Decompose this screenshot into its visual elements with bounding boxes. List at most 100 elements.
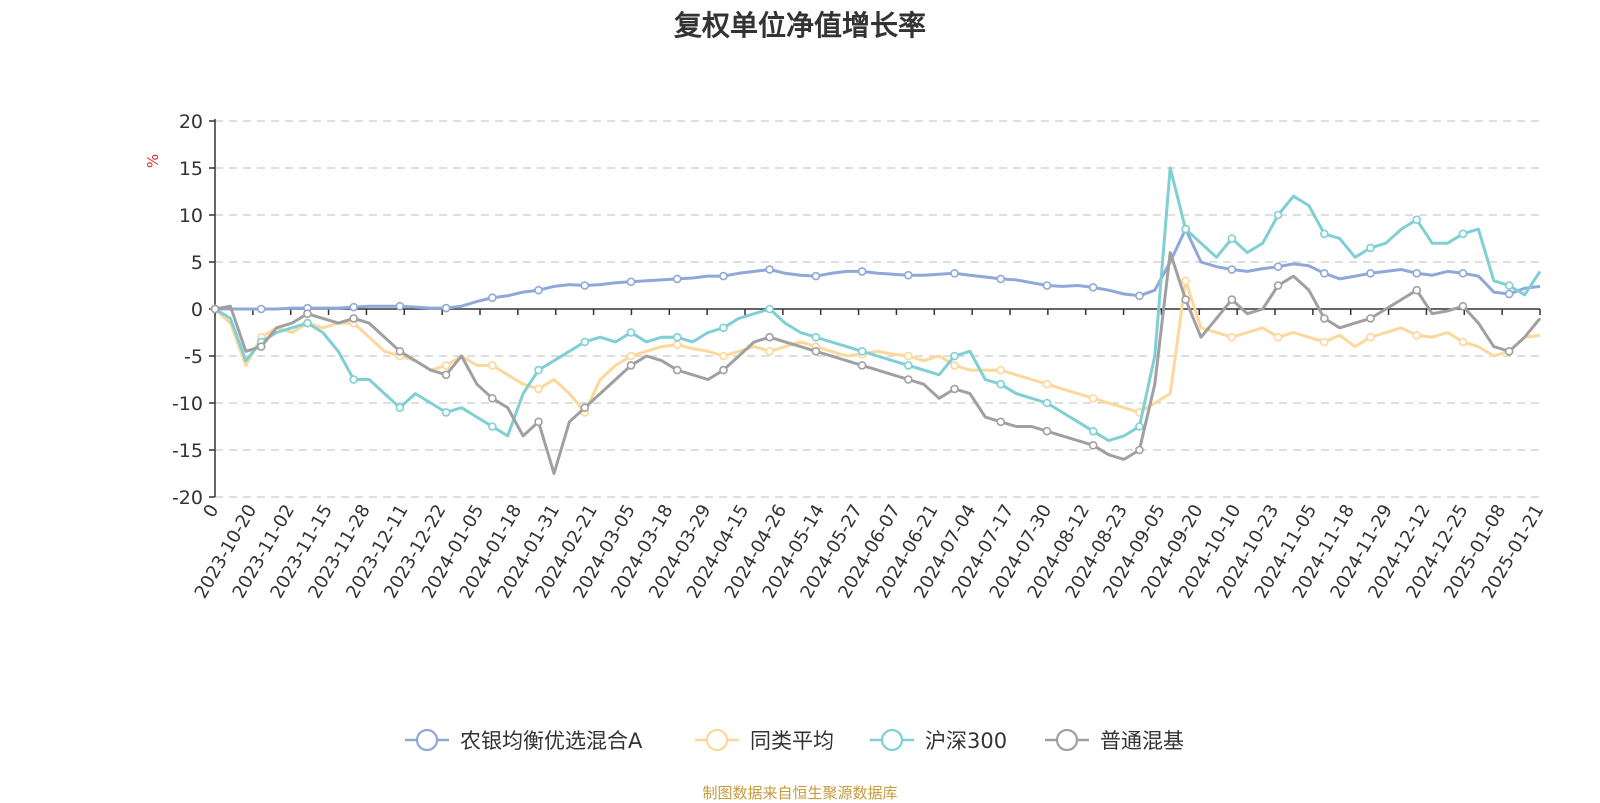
data-point xyxy=(488,361,497,370)
data-point xyxy=(950,268,959,278)
data-point xyxy=(857,346,867,356)
data-point xyxy=(719,365,728,375)
data-point xyxy=(904,375,913,384)
data-point xyxy=(1042,398,1052,408)
data-point xyxy=(1135,291,1144,301)
data-point xyxy=(857,267,867,276)
data-point xyxy=(1181,276,1190,286)
data-point xyxy=(765,332,774,342)
data-point xyxy=(1227,234,1237,243)
data-point xyxy=(996,365,1006,375)
data-point xyxy=(1366,314,1375,323)
data-point xyxy=(534,365,543,375)
data-point xyxy=(1227,295,1237,304)
legend-item-1[interactable]: 同类平均 xyxy=(695,728,834,753)
data-point xyxy=(349,375,358,384)
data-point xyxy=(1135,445,1144,455)
data-point xyxy=(1320,268,1329,278)
data-point xyxy=(811,332,821,342)
data-point xyxy=(441,303,451,313)
legend-item-2[interactable]: 沪深300 xyxy=(870,728,1007,753)
data-point xyxy=(811,271,821,281)
series-line xyxy=(213,279,1541,414)
data-point xyxy=(765,346,774,356)
y-tick-label: 5 xyxy=(191,252,203,274)
legend-marker xyxy=(1055,728,1079,752)
data-point xyxy=(1458,301,1468,311)
data-point xyxy=(1273,332,1283,342)
data-point xyxy=(765,265,774,274)
data-point xyxy=(672,332,682,342)
data-point xyxy=(950,351,959,361)
legend-label: 普通混基 xyxy=(1100,729,1184,753)
data-point xyxy=(904,270,913,280)
data-point xyxy=(996,274,1006,284)
data-point xyxy=(534,384,543,394)
data-point xyxy=(950,361,959,370)
data-point xyxy=(765,304,774,314)
y-tick-label: -5 xyxy=(184,346,203,368)
data-point xyxy=(303,318,312,328)
legend-item-3[interactable]: 普通混基 xyxy=(1045,728,1184,753)
data-point xyxy=(626,361,636,370)
data-point xyxy=(996,379,1006,389)
data-point xyxy=(349,314,358,323)
data-point xyxy=(1458,268,1468,278)
data-point xyxy=(1088,393,1098,403)
y-axis-ticks: 20 15 10 5 0 -5 -10 -15 -20 xyxy=(172,111,215,509)
data-point xyxy=(1273,210,1283,220)
source-note: 制图数据来自恒生聚源数据库 xyxy=(702,784,898,802)
data-point xyxy=(303,309,312,319)
y-tick-label: 0 xyxy=(191,299,203,321)
data-point xyxy=(672,340,682,350)
data-point xyxy=(904,361,913,370)
data-point xyxy=(1458,337,1468,347)
data-point xyxy=(1227,265,1237,274)
legend: 农银均衡优选混合A 同类平均 沪深300 普通混基 xyxy=(405,728,1184,753)
data-point xyxy=(857,361,867,370)
data-point xyxy=(1181,295,1190,304)
data-point xyxy=(811,346,821,356)
data-point xyxy=(719,271,728,281)
y-tick-label: 10 xyxy=(179,205,203,227)
series-3 xyxy=(210,251,1542,475)
data-point xyxy=(1320,337,1329,347)
data-point xyxy=(441,370,451,380)
x-tick-label: 0 xyxy=(199,501,223,521)
data-point xyxy=(996,417,1006,427)
data-point xyxy=(580,403,590,413)
legend-marker xyxy=(415,728,439,752)
legend-label: 同类平均 xyxy=(750,729,834,753)
data-point xyxy=(1366,332,1375,342)
data-point xyxy=(1088,440,1098,450)
data-point xyxy=(580,281,590,290)
data-point xyxy=(488,393,497,403)
legend-marker xyxy=(880,728,904,752)
data-point xyxy=(395,301,405,311)
data-point xyxy=(1412,331,1422,340)
legend-item-0[interactable]: 农银均衡优选混合A xyxy=(405,728,643,753)
data-point xyxy=(1042,379,1052,389)
data-point xyxy=(395,403,405,413)
data-point xyxy=(1088,283,1098,292)
data-point xyxy=(1088,426,1098,436)
series-layer xyxy=(210,166,1542,475)
data-point xyxy=(1458,229,1468,239)
data-point xyxy=(719,351,728,361)
data-point xyxy=(1366,268,1375,278)
data-point xyxy=(1320,314,1329,323)
data-point xyxy=(672,274,682,284)
data-point xyxy=(1042,281,1052,290)
data-point xyxy=(210,304,220,314)
data-point xyxy=(395,346,405,356)
series-1 xyxy=(210,276,1541,417)
data-point xyxy=(488,293,497,303)
data-point xyxy=(534,285,543,295)
legend-marker xyxy=(705,728,729,752)
series-line xyxy=(214,166,1542,443)
data-point xyxy=(626,277,636,287)
data-point xyxy=(1366,243,1375,253)
data-point xyxy=(441,408,451,417)
data-point xyxy=(626,328,636,337)
